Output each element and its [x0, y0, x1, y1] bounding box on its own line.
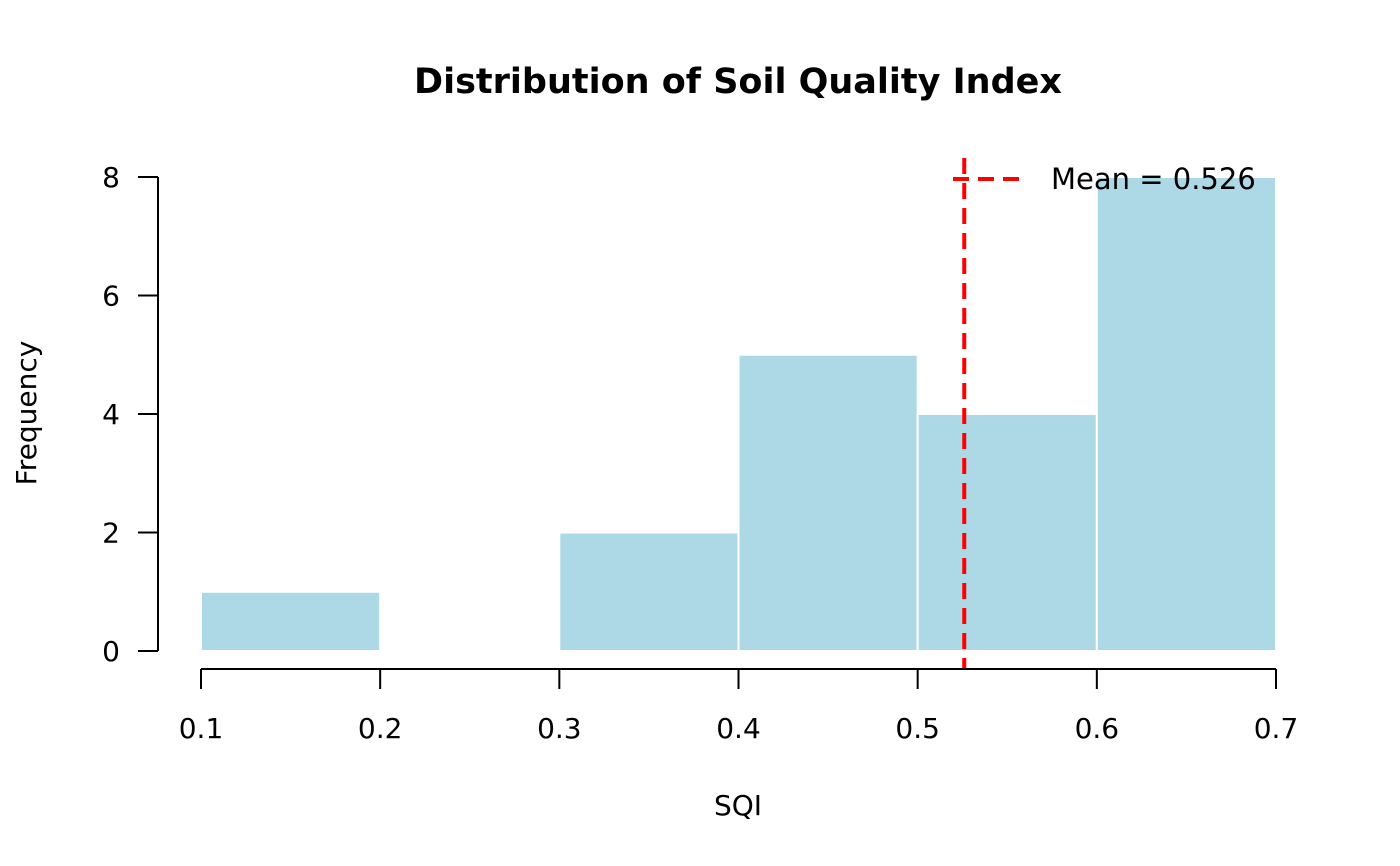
y-tick-label-0: 0	[102, 635, 120, 668]
y-tick-label-3: 6	[102, 280, 120, 313]
y-axis-label: Frequency	[10, 341, 43, 486]
x-axis: 0.1 0.2 0.3 0.4 0.5 0.6 0.7	[179, 668, 1299, 745]
histogram-bar-3	[737, 353, 919, 652]
histogram-bar-5	[1095, 176, 1278, 652]
histogram-bar-4	[916, 413, 1098, 652]
x-tick-label-1: 0.2	[358, 712, 403, 745]
x-tick-label-5: 0.6	[1075, 712, 1120, 745]
y-tick-label-2: 4	[102, 398, 120, 431]
x-tick-label-0: 0.1	[179, 712, 224, 745]
histogram-bar-0	[200, 590, 382, 652]
y-tick-label-4: 8	[102, 161, 120, 194]
chart-title: Distribution of Soil Quality Index	[414, 62, 1062, 102]
legend-label: Mean = 0.526	[1051, 162, 1256, 196]
legend: Mean = 0.526	[953, 162, 1256, 196]
x-tick-label-3: 0.4	[716, 712, 761, 745]
x-axis-label: SQI	[714, 789, 762, 822]
y-tick-label-1: 2	[102, 517, 120, 550]
x-tick-label-2: 0.3	[537, 712, 582, 745]
x-tick-label-6: 0.7	[1254, 712, 1299, 745]
histogram-bar-2	[558, 531, 740, 652]
x-tick-label-4: 0.5	[895, 712, 940, 745]
bars-group	[200, 176, 1278, 652]
y-axis: 0 2 4 6 8	[102, 161, 159, 668]
